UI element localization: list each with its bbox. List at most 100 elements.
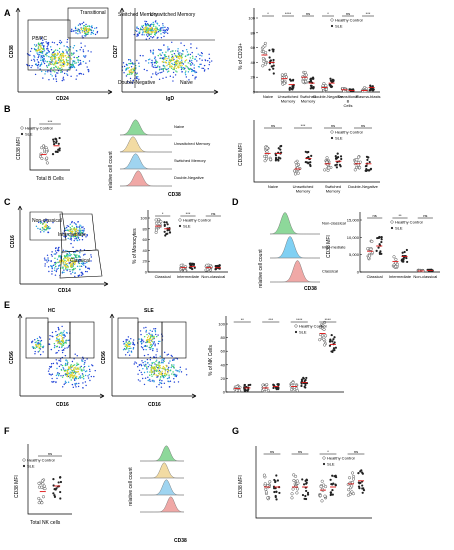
flow-event [57, 261, 59, 264]
flow-event [48, 228, 50, 230]
flow-event [127, 67, 129, 69]
flow-event [166, 368, 168, 371]
flow-event [178, 371, 180, 373]
flow-event [152, 25, 155, 27]
flow-event [139, 31, 141, 33]
flow-event [69, 366, 71, 368]
flow-event [78, 262, 81, 265]
flow-event [75, 231, 77, 233]
flow-event [166, 354, 168, 356]
flow-event [58, 346, 61, 348]
flow-event [90, 254, 92, 256]
flow-event [74, 30, 76, 32]
legend-label-hc: Healthy Control [327, 456, 355, 461]
legend-label-sle: SLE [25, 132, 33, 137]
flow-event [72, 47, 75, 49]
flow-event [71, 225, 73, 227]
flow-event [155, 26, 157, 28]
flow-event [207, 68, 209, 70]
data-point-sle [329, 338, 332, 341]
data-point-sle [59, 497, 62, 500]
flow-event [57, 67, 59, 70]
flow-event [64, 374, 67, 376]
flow-event [153, 328, 155, 330]
flow-event [37, 56, 39, 59]
flow-event [67, 361, 69, 364]
flow-event [127, 336, 130, 338]
histogram-curve [119, 136, 172, 153]
flow-event [132, 79, 134, 82]
flow-event [78, 256, 80, 258]
data-point-sle [274, 487, 277, 490]
histogram-curve [140, 496, 185, 513]
flow-event [143, 364, 145, 366]
sig-label: *** [301, 123, 306, 128]
flow-event [190, 43, 192, 45]
flow-event [163, 373, 166, 375]
flow-event [78, 382, 80, 385]
flow-event [36, 345, 38, 347]
flow-event [45, 229, 48, 231]
y-axis-label: % of Monocytes [132, 228, 138, 264]
flow-event [47, 231, 50, 234]
flow-event [130, 347, 132, 349]
histogram-label: Non-classical [322, 220, 346, 225]
flow-event [168, 55, 170, 57]
x-axis-label: Total NK cells [30, 520, 61, 526]
data-point-sle [380, 252, 383, 255]
flow-event [66, 38, 69, 41]
flow-event [60, 331, 62, 334]
y-tick-label: 10,000 [347, 235, 360, 240]
flow-event [166, 377, 169, 380]
flow-event [184, 72, 187, 74]
flow-event [26, 63, 28, 66]
flow-event [88, 28, 90, 30]
flow-dots [35, 218, 93, 278]
flow-event [142, 31, 144, 33]
flow-event [84, 362, 86, 364]
flow-event [189, 57, 192, 59]
flow-event [30, 59, 33, 61]
data-point-sle [277, 387, 280, 391]
flow-event [151, 29, 153, 31]
data-point-hc [41, 495, 46, 499]
flow-event [69, 268, 71, 271]
flow-event [51, 373, 54, 375]
flow-event [163, 35, 165, 38]
flow-event [77, 236, 80, 239]
flow-event [37, 63, 40, 66]
flow-event [163, 360, 165, 362]
flow-event [165, 373, 167, 376]
flow-event [90, 29, 92, 31]
flow-event [53, 253, 56, 255]
y-tick-label: 0 [223, 390, 226, 395]
histogram-label: Classical [322, 268, 338, 273]
flow-event [44, 229, 46, 231]
flow-event [182, 50, 184, 53]
flow-event [69, 238, 71, 240]
flow-event [88, 60, 91, 62]
flow-event [73, 239, 75, 242]
flow-event [67, 369, 69, 372]
flow-event [189, 59, 191, 62]
flow-event [82, 25, 85, 27]
flow-event [161, 362, 163, 364]
panel-letter-g: G [232, 426, 239, 436]
y-axis-label: CD38 [9, 45, 15, 58]
chart-axes [253, 8, 380, 93]
data-point-sle [56, 150, 59, 154]
data-point-sle [370, 88, 374, 91]
flow-event [185, 76, 188, 78]
flow-event [85, 55, 87, 57]
flow-event [156, 27, 158, 29]
flow-event [149, 374, 151, 376]
flow-event [155, 335, 158, 338]
x-axis-label: CD16 [148, 402, 161, 408]
flow-event [71, 54, 73, 56]
flow-event [64, 380, 67, 382]
flow-event [67, 56, 69, 59]
data-point-sle [300, 378, 304, 381]
flow-event [63, 337, 65, 339]
flow-event [180, 42, 182, 44]
